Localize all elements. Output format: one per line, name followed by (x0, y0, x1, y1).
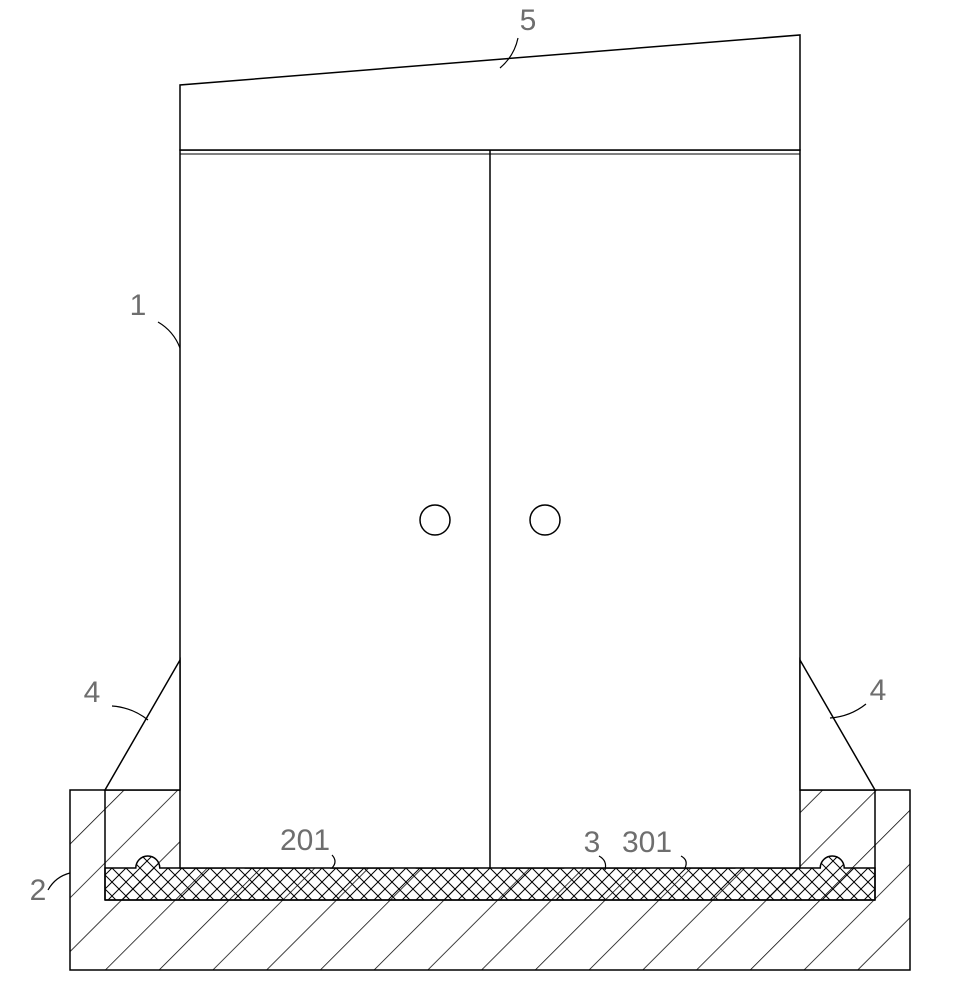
label-l1: 1 (130, 289, 147, 322)
leader-l1 (158, 322, 180, 348)
label-l301: 301 (622, 826, 672, 859)
label-l2: 2 (30, 874, 47, 907)
label-l4l: 4 (84, 676, 101, 709)
label-l201: 201 (280, 824, 330, 857)
leader-l4r (830, 704, 866, 718)
brace-left (105, 660, 180, 790)
label-l5: 5 (520, 4, 537, 37)
label-l4r: 4 (870, 674, 887, 707)
technical-diagram: 5 1 4 4 2 201 3 301 (0, 0, 978, 1000)
roof (180, 35, 800, 150)
leader-l4l (112, 706, 148, 720)
leader-l2 (48, 873, 70, 890)
brace-right (800, 660, 875, 790)
label-l3: 3 (584, 826, 601, 859)
